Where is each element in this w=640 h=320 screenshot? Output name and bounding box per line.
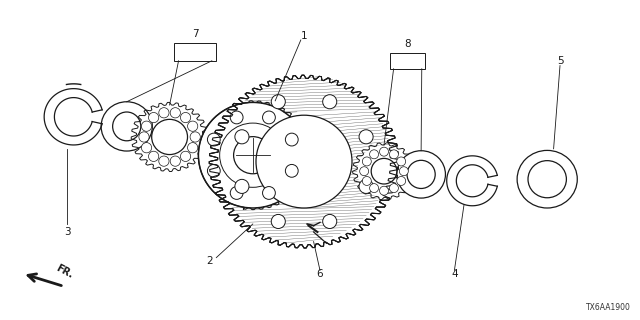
Circle shape bbox=[360, 167, 369, 176]
Text: 1: 1 bbox=[301, 31, 307, 41]
Circle shape bbox=[207, 164, 220, 177]
Circle shape bbox=[271, 214, 285, 228]
Circle shape bbox=[170, 156, 180, 166]
Ellipse shape bbox=[357, 145, 411, 197]
Circle shape bbox=[180, 112, 191, 123]
Bar bbox=[390, 53, 426, 69]
Circle shape bbox=[170, 108, 180, 118]
Circle shape bbox=[230, 187, 243, 199]
Circle shape bbox=[359, 130, 373, 144]
Circle shape bbox=[389, 150, 398, 159]
Circle shape bbox=[369, 150, 379, 159]
Circle shape bbox=[369, 184, 379, 193]
Circle shape bbox=[235, 179, 249, 193]
Circle shape bbox=[262, 111, 275, 124]
Ellipse shape bbox=[371, 158, 397, 184]
Text: 6: 6 bbox=[317, 268, 323, 279]
Ellipse shape bbox=[397, 151, 445, 198]
Circle shape bbox=[362, 157, 371, 166]
Ellipse shape bbox=[218, 78, 390, 245]
Circle shape bbox=[285, 133, 298, 146]
Circle shape bbox=[262, 187, 275, 199]
Circle shape bbox=[380, 186, 388, 195]
Circle shape bbox=[230, 111, 243, 124]
Text: 4: 4 bbox=[451, 268, 458, 279]
Text: 7: 7 bbox=[192, 29, 198, 39]
Circle shape bbox=[399, 167, 408, 176]
Circle shape bbox=[285, 164, 298, 177]
Circle shape bbox=[148, 112, 159, 123]
Circle shape bbox=[159, 156, 169, 166]
Text: 8: 8 bbox=[404, 39, 411, 49]
Circle shape bbox=[271, 95, 285, 109]
Ellipse shape bbox=[517, 150, 577, 208]
Text: FR.: FR. bbox=[54, 263, 75, 281]
Ellipse shape bbox=[234, 137, 272, 174]
Circle shape bbox=[159, 108, 169, 118]
Circle shape bbox=[141, 143, 152, 153]
Circle shape bbox=[362, 176, 371, 185]
Ellipse shape bbox=[198, 102, 307, 208]
Circle shape bbox=[190, 132, 200, 142]
Ellipse shape bbox=[256, 115, 352, 208]
Circle shape bbox=[188, 143, 198, 153]
Circle shape bbox=[235, 130, 249, 144]
Circle shape bbox=[380, 147, 388, 156]
Text: 3: 3 bbox=[64, 227, 70, 237]
Text: 5: 5 bbox=[557, 56, 563, 66]
Circle shape bbox=[141, 121, 152, 131]
Circle shape bbox=[323, 214, 337, 228]
Circle shape bbox=[180, 151, 191, 162]
Text: TX6AA1900: TX6AA1900 bbox=[586, 303, 630, 312]
Circle shape bbox=[188, 121, 198, 131]
Circle shape bbox=[139, 132, 149, 142]
Circle shape bbox=[359, 179, 373, 193]
Circle shape bbox=[148, 151, 159, 162]
Circle shape bbox=[207, 133, 220, 146]
Circle shape bbox=[397, 177, 406, 185]
Circle shape bbox=[389, 184, 398, 193]
Bar bbox=[174, 43, 216, 61]
Circle shape bbox=[397, 157, 406, 166]
Circle shape bbox=[323, 95, 337, 109]
Text: 2: 2 bbox=[207, 256, 213, 266]
